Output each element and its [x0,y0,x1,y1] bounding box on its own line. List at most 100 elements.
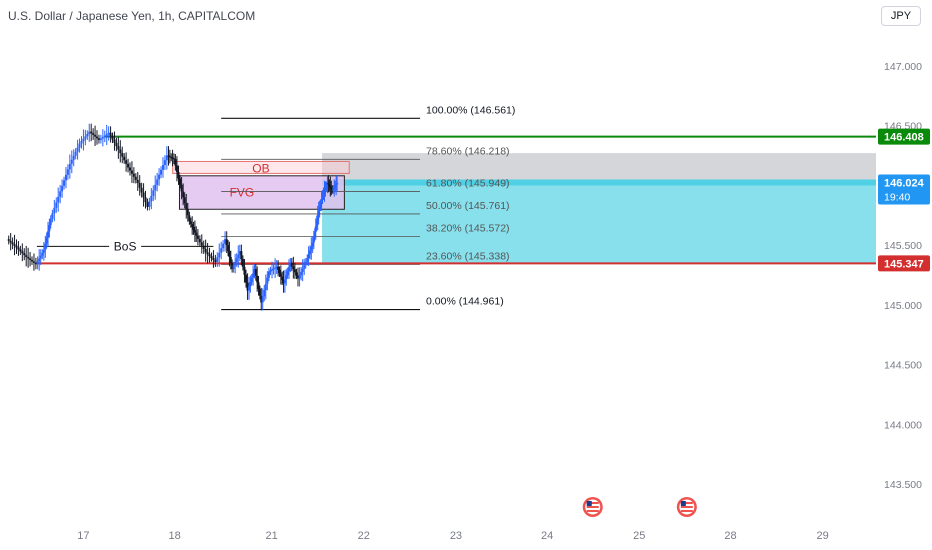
candle-body [231,263,234,270]
candle-body [107,132,110,135]
candle-body [240,251,243,259]
candle-body [202,245,205,249]
candle-body [99,138,102,140]
candle-body [224,239,227,244]
x-tick-label: 21 [266,530,278,542]
red-level-badge [878,255,930,272]
candle-body [325,185,328,188]
candle-body [274,267,277,269]
candle-body [311,242,314,247]
candle-body [246,282,249,291]
ob-box [172,160,350,174]
candle-body [180,184,183,192]
candle-body [121,153,124,157]
candle-body [172,158,175,160]
candle-body [161,165,164,170]
candle-body [290,263,293,267]
candle-body [41,252,44,256]
candle-body [128,167,131,171]
candle-body [17,247,20,250]
candle-body [271,269,274,271]
candle-body [300,271,303,276]
candle-body [144,197,147,203]
candle-body [68,163,71,170]
fib-level-label: 38.20% (145.572) [426,223,509,235]
candle-body [327,182,330,185]
candle-body [160,169,163,175]
candle-body [182,191,185,198]
candle-body [289,263,292,268]
candle-body [229,257,232,264]
candle-body [318,207,321,212]
last-price-time: 19:40 [884,191,910,203]
candle-body [44,243,47,250]
candle-body [322,192,325,195]
candle-body [188,215,191,222]
candle-body [275,266,278,268]
x-tick-label: 18 [168,530,180,542]
y-tick-label: 145.500 [884,240,922,252]
x-tick-label: 23 [450,530,462,542]
candle-body [25,255,28,258]
candle-body [49,218,52,226]
candle-body [320,198,323,204]
candle-body [64,174,67,181]
candle-body [257,282,260,290]
candle-body [148,201,151,207]
candle-body [82,138,85,142]
candle-body [88,131,91,134]
candle-body [9,240,12,243]
chart-title: U.S. Dollar / Japanese Yen, 1h, CAPITALC… [8,9,256,23]
candle-body [175,165,178,172]
y-tick-label: 147.000 [884,61,922,73]
candle-body [335,184,338,186]
candle-body [146,202,149,207]
fib-level-label: 61.80% (145.949) [426,177,509,189]
candle-body [150,195,153,202]
candle-body [214,259,217,262]
candle-body [277,266,280,270]
candle-body [61,185,64,192]
candle-body [220,248,223,253]
candle-body [254,269,257,276]
candle-body [170,156,173,158]
candle-body [263,290,266,297]
candle-body [111,136,114,140]
candle-body [132,173,135,177]
candle-body [31,259,34,262]
candle-body [212,258,215,260]
candle-body [109,132,112,137]
candle-body [243,266,246,275]
candle-body [55,202,58,208]
currency-button[interactable]: JPY [881,6,921,26]
candle-body [218,252,221,258]
candle-body [200,242,203,246]
candle-body [250,277,253,282]
candle-body [282,280,285,284]
candle-body [140,187,143,193]
candle-body [256,275,259,283]
us-flag-stripe [586,506,599,508]
candle-body [304,261,307,266]
candle-body [15,245,18,248]
candle-body [306,258,309,262]
candle-body [301,268,304,272]
candle-body [285,275,288,280]
candle-body [321,194,324,199]
candle-body [138,182,141,188]
candle-body [66,169,69,175]
fib-level-label: 0.00% (144.961) [426,296,504,308]
candle-body [23,253,26,256]
x-tick-label: 29 [817,530,829,542]
x-tick-label: 28 [724,530,736,542]
candle-body [336,182,339,185]
candle-body [103,135,106,138]
candle-body [216,257,219,262]
candle-body [324,187,327,191]
candle-body [48,225,51,232]
candle-body [307,254,310,259]
us-flag-canton [680,501,686,506]
candle-body [189,221,192,225]
candle-body [260,295,263,303]
